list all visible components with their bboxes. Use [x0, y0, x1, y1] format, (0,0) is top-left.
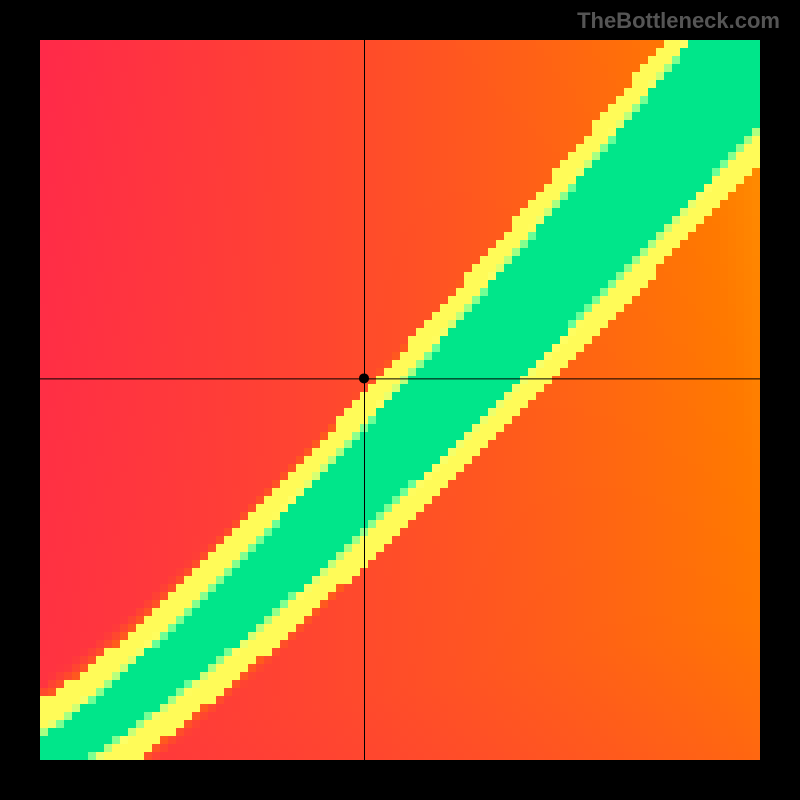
watermark-text: TheBottleneck.com: [577, 8, 780, 34]
chart-container: TheBottleneck.com: [0, 0, 800, 800]
plot-area: [40, 40, 760, 760]
bottleneck-heatmap: [40, 40, 760, 760]
